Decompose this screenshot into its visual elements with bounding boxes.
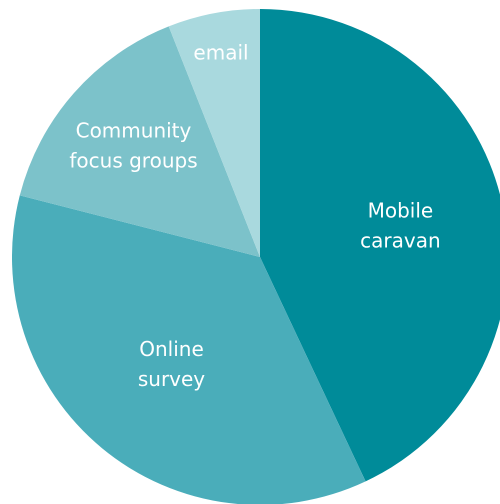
pie-slice	[168, 9, 260, 257]
pie-slice	[12, 195, 366, 504]
slice-label-line: Online	[139, 337, 204, 361]
slice-label: Mobile caravan	[360, 199, 441, 253]
slice-label: Community focus groups	[69, 119, 197, 173]
slice-label-line: Mobile	[368, 199, 434, 223]
slice-label-line: Community	[76, 119, 192, 143]
pie-slice	[260, 9, 500, 482]
slice-label: Online survey	[138, 337, 205, 391]
slice-label: email	[193, 40, 248, 64]
pie-slice	[19, 26, 260, 258]
slice-label-line: caravan	[360, 229, 441, 253]
slice-label-line: focus groups	[69, 149, 197, 173]
slice-label-line: survey	[138, 367, 205, 391]
slice-label-line: email	[193, 40, 248, 64]
